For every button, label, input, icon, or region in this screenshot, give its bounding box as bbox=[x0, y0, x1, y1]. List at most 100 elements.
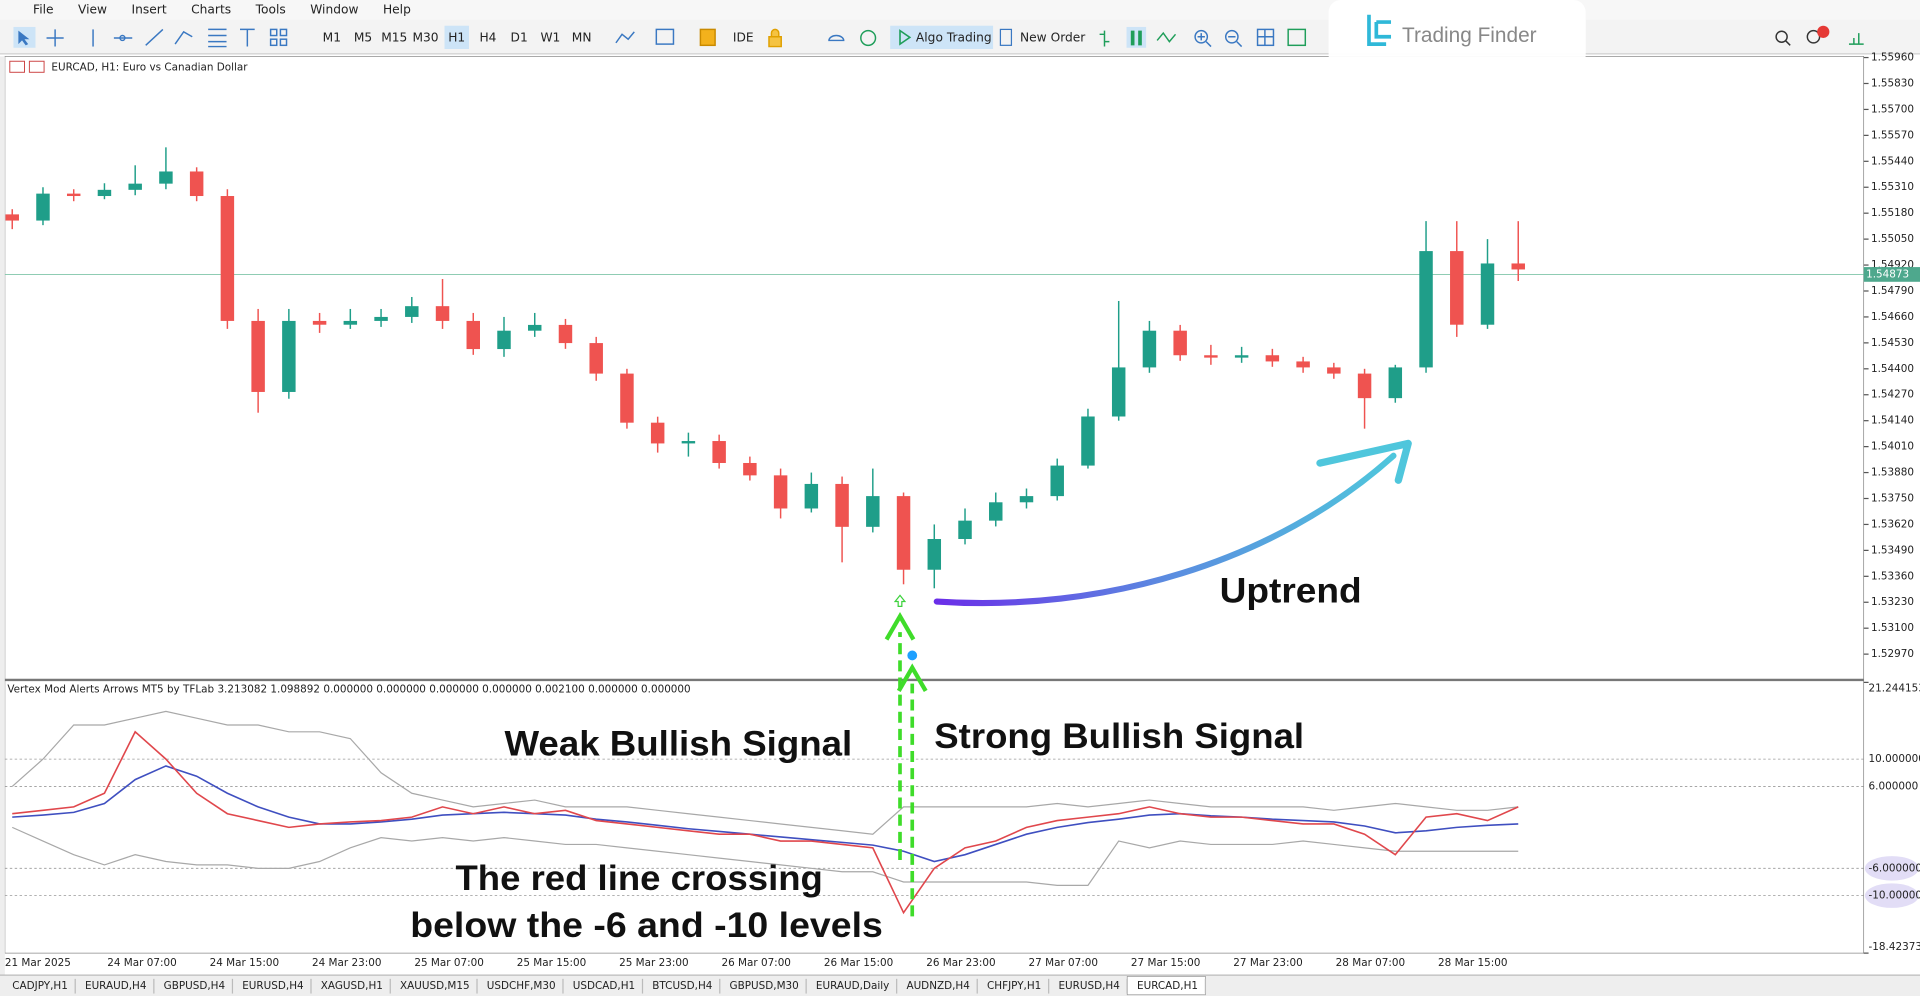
annotation-uptrend: Uptrend bbox=[1220, 570, 1362, 610]
chart-tab[interactable]: EURAUD,H4 bbox=[85, 980, 147, 992]
candle-body bbox=[1050, 465, 1064, 497]
candle-body bbox=[1450, 251, 1464, 325]
y-tick-label: 1.54660 bbox=[1871, 311, 1914, 323]
chart-title: EURCAD, H1: Euro vs Canadian Dollar bbox=[51, 61, 248, 73]
level-highlight bbox=[1864, 856, 1919, 881]
timeframe-button[interactable]: M15 bbox=[381, 30, 407, 44]
chart-tab[interactable]: AUDNZD,H4 bbox=[906, 980, 970, 992]
candle-body bbox=[1234, 355, 1249, 358]
y-tick-label: 1.55960 bbox=[1871, 52, 1914, 64]
annotation-arrows bbox=[884, 439, 1412, 917]
candle-body bbox=[1357, 373, 1372, 399]
timeframe-button[interactable]: W1 bbox=[540, 30, 560, 44]
ide-button[interactable]: IDE bbox=[733, 30, 754, 44]
x-tick-label: 26 Mar 07:00 bbox=[721, 957, 790, 969]
candle-body bbox=[866, 496, 880, 527]
chart-tab[interactable]: EURUSD,H4 bbox=[1058, 980, 1120, 992]
toolbar-icons bbox=[13, 25, 1864, 48]
x-tick-label: 28 Mar 07:00 bbox=[1336, 957, 1405, 969]
y-tick-label: 1.55440 bbox=[1871, 155, 1914, 167]
chart-tab[interactable]: CHFJPY,H1 bbox=[987, 980, 1041, 992]
candle-body bbox=[1480, 263, 1495, 325]
new-order-button[interactable]: New Order bbox=[1020, 30, 1086, 44]
menu-item[interactable]: View bbox=[78, 2, 107, 16]
x-tick-label: 28 Mar 15:00 bbox=[1438, 957, 1507, 969]
chart-tab[interactable]: USDCAD,H1 bbox=[573, 980, 635, 992]
chart-tab[interactable]: XAUUSD,M15 bbox=[400, 980, 470, 992]
annotation-crossing: The red line crossing bbox=[456, 858, 823, 898]
menu-item[interactable]: Insert bbox=[132, 2, 167, 16]
y-tick-label: 1.54270 bbox=[1871, 389, 1914, 401]
algo-trading-bg bbox=[890, 25, 994, 50]
logo-box bbox=[1328, 0, 1586, 68]
timeframe-button[interactable]: M30 bbox=[412, 30, 438, 44]
timeframe-button[interactable]: H4 bbox=[479, 30, 496, 44]
y-tick-label: 1.54010 bbox=[1871, 441, 1914, 453]
candle-body bbox=[128, 183, 142, 190]
candle-body bbox=[958, 520, 972, 540]
annotation-strong: Strong Bullish Signal bbox=[934, 716, 1304, 756]
menu-item[interactable]: File bbox=[33, 2, 53, 16]
y-tick-label: 1.55180 bbox=[1871, 207, 1914, 219]
indicator-line bbox=[12, 765, 1519, 863]
menu-item[interactable]: Tools bbox=[255, 2, 286, 16]
logo-text: Trading Finder bbox=[1402, 24, 1537, 47]
candle-body bbox=[189, 171, 204, 197]
candle-body bbox=[1511, 263, 1525, 270]
timeframe-button[interactable]: M5 bbox=[354, 30, 372, 44]
candle-body bbox=[466, 320, 480, 350]
timeframe-button[interactable]: M1 bbox=[323, 30, 341, 44]
chart-tab[interactable]: EURUSD,H4 bbox=[242, 980, 304, 992]
candle-body bbox=[312, 320, 327, 325]
chart-tab[interactable]: XAGUSD,H1 bbox=[321, 980, 383, 992]
annotation-weak: Weak Bullish Signal bbox=[504, 723, 852, 763]
menu-item[interactable]: Window bbox=[310, 2, 358, 16]
candles bbox=[4, 147, 1864, 589]
y-tick-label: 1.55050 bbox=[1871, 233, 1914, 245]
timeframe-button[interactable]: H1 bbox=[448, 30, 465, 44]
algo-trading-button[interactable]: Algo Trading bbox=[916, 30, 992, 44]
y-tick-label: 1.53620 bbox=[1871, 518, 1914, 530]
chart-tab[interactable]: EURAUD,Daily bbox=[816, 980, 889, 992]
candle-body bbox=[159, 171, 173, 184]
candle-body bbox=[650, 422, 665, 444]
candle-body bbox=[1327, 367, 1341, 374]
candle-body bbox=[1388, 367, 1403, 399]
chart-tab[interactable]: GBPUSD,H4 bbox=[164, 980, 226, 992]
x-tick-label: 26 Mar 23:00 bbox=[926, 957, 995, 969]
y-tick-label: 10.000000 bbox=[1869, 753, 1920, 765]
menu-item[interactable]: Help bbox=[383, 2, 411, 16]
indicator-title: Vertex Mod Alerts Arrows MT5 by TFLab 3.… bbox=[7, 684, 690, 696]
chart-tab[interactable]: BTCUSD,H4 bbox=[652, 980, 713, 992]
chart-tab[interactable]: GBPUSD,M30 bbox=[730, 980, 799, 992]
new-order-icon bbox=[999, 28, 1013, 46]
y-tick-label: -6.000000 bbox=[1869, 862, 1920, 874]
weak-signal-arrow bbox=[893, 594, 907, 608]
x-tick-label: 25 Mar 15:00 bbox=[517, 957, 586, 969]
candle-body bbox=[528, 324, 542, 331]
menu-item[interactable]: Charts bbox=[191, 2, 231, 16]
chart-tab[interactable]: USDCHF,M30 bbox=[487, 980, 556, 992]
x-tick-label: 27 Mar 15:00 bbox=[1131, 957, 1200, 969]
timeframe-button[interactable]: D1 bbox=[511, 30, 528, 44]
timeframe-button[interactable]: MN bbox=[572, 30, 592, 44]
x-tick-label: 25 Mar 07:00 bbox=[414, 957, 483, 969]
indicator-lines bbox=[4, 710, 1864, 915]
y-tick-label: 1.53360 bbox=[1871, 570, 1914, 582]
candle-body bbox=[5, 214, 19, 221]
candle-body bbox=[497, 330, 511, 350]
chart-tab[interactable]: CADJPY,H1 bbox=[12, 980, 68, 992]
y-tick-label: 1.53490 bbox=[1871, 544, 1914, 556]
algo-trading-icon bbox=[899, 29, 912, 46]
y-tick-label: -10.000000 bbox=[1869, 890, 1920, 902]
candle-body bbox=[1204, 355, 1218, 358]
candle-body bbox=[1265, 355, 1280, 362]
candle-body bbox=[1296, 361, 1310, 368]
candle-body bbox=[251, 320, 265, 392]
y-tick-label: 1.53750 bbox=[1871, 493, 1914, 505]
chart-icon bbox=[28, 60, 45, 73]
candle-body bbox=[773, 475, 788, 509]
chart-tab[interactable]: EURCAD,H1 bbox=[1137, 980, 1198, 992]
